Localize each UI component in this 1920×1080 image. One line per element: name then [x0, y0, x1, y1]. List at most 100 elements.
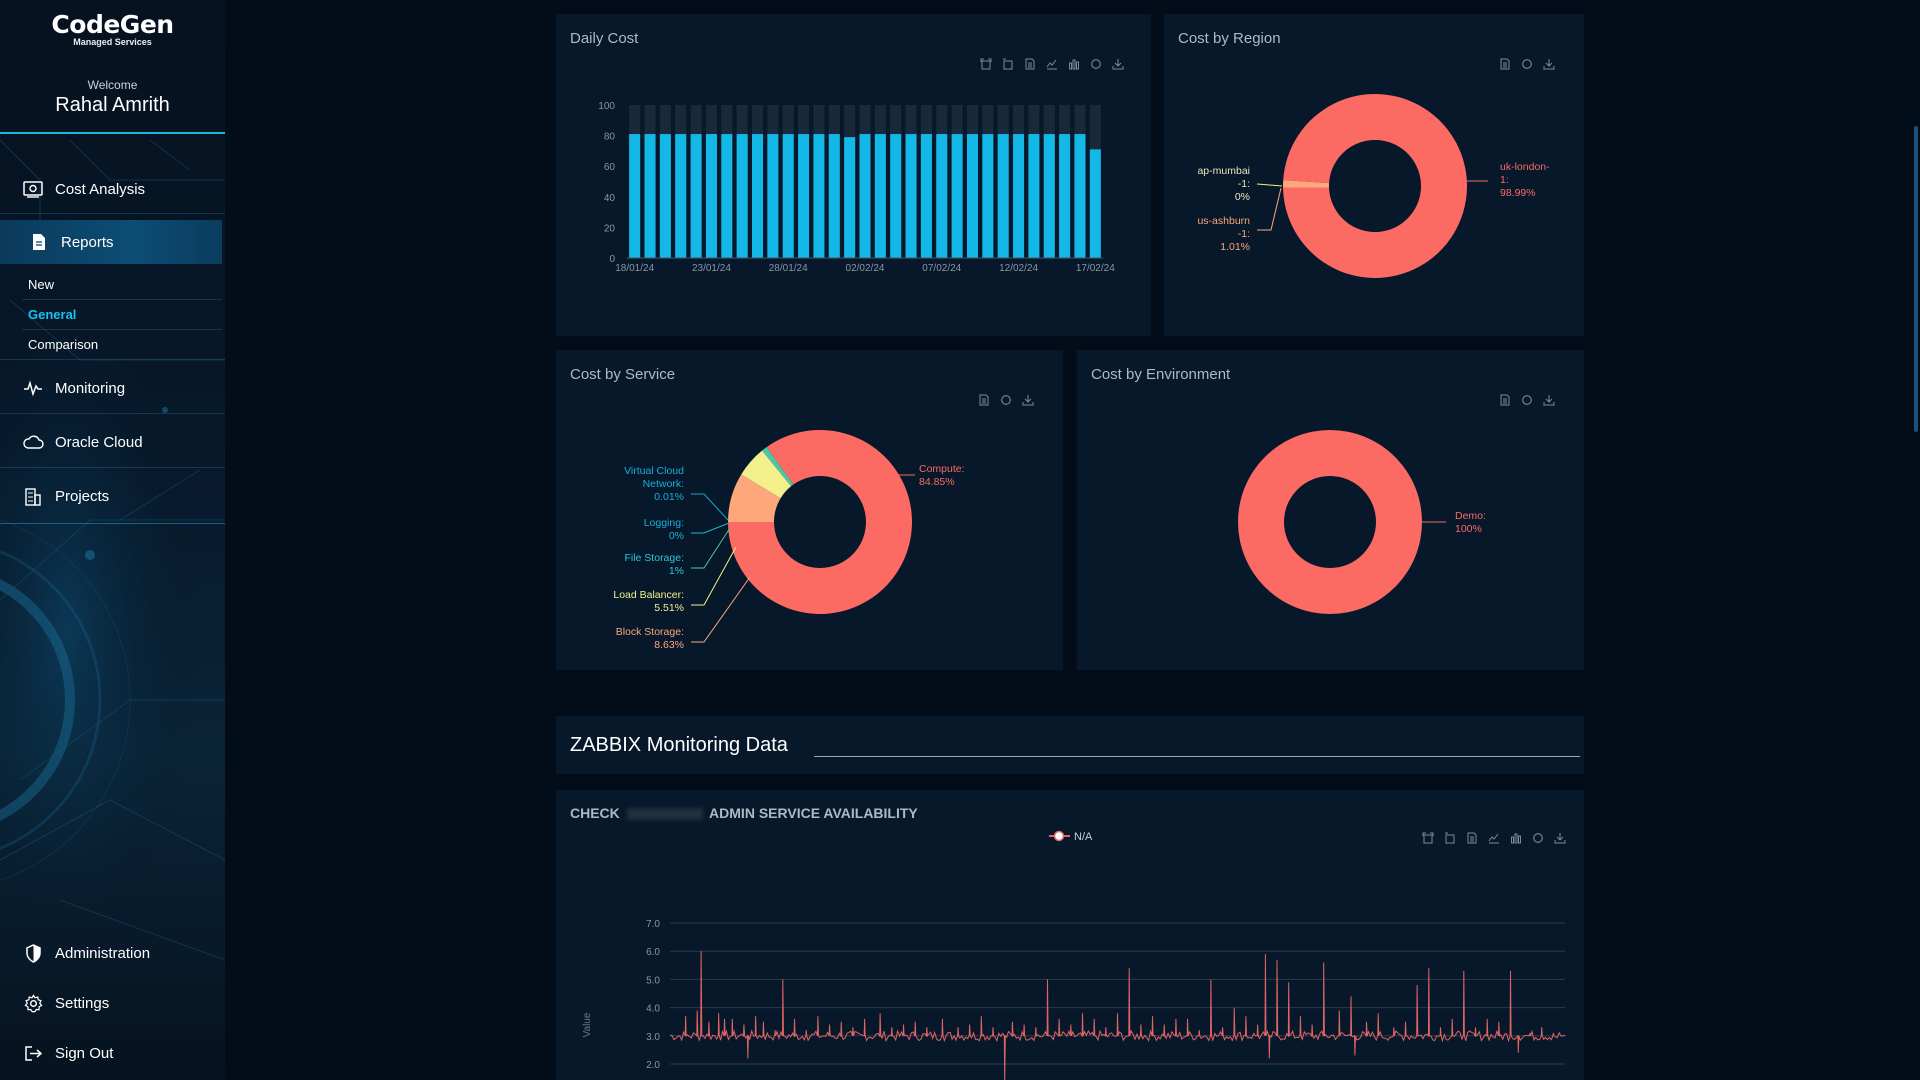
slice-label: 0% — [1235, 191, 1250, 203]
nav-settings-label: Settings — [55, 994, 110, 1012]
cost-by-service-panel: Cost by Service Virtual Cloud Network: 0.0… — [556, 350, 1063, 670]
nav-sign-out[interactable]: Sign Out — [0, 1029, 225, 1077]
sub-item-general[interactable]: General — [28, 306, 77, 322]
data-view-icon[interactable] — [1497, 392, 1512, 407]
cost-by-environment-title: Cost by Environment — [1091, 366, 1231, 383]
slice-label: Block Storage: — [616, 626, 684, 638]
download-icon[interactable] — [1110, 56, 1125, 71]
y-tick-label: 2.0 — [646, 1060, 660, 1071]
bar — [721, 134, 733, 258]
slice-label: 100% — [1455, 523, 1482, 535]
data-view-icon[interactable] — [1022, 56, 1037, 71]
line-chart-icon[interactable] — [1486, 830, 1501, 845]
zoom-reset-icon[interactable] — [1442, 830, 1457, 845]
zoom-icon[interactable] — [978, 56, 993, 71]
sub-divider — [22, 329, 222, 330]
slice-label: 1% — [669, 565, 684, 577]
bar — [644, 134, 656, 258]
bar — [1074, 134, 1086, 258]
pie-slice — [741, 450, 791, 499]
daily-cost-chart: 0 20 40 60 80 100 18/01/24 23/01/24 28/01/24 02/0… — [598, 101, 1115, 274]
y-tick-label: 5.0 — [646, 975, 660, 986]
zabbix-title: ZABBIX Monitoring Data — [570, 734, 788, 756]
slice-label: us-ashburn — [1197, 215, 1250, 227]
x-tick-label: 17/02/24 — [1076, 263, 1115, 274]
y-tick-label: 60 — [604, 162, 616, 173]
nav-divider — [0, 213, 225, 214]
nav-oracle-cloud[interactable]: Oracle Cloud — [0, 418, 225, 466]
nav-reports[interactable]: Reports — [0, 220, 222, 264]
bar — [782, 134, 794, 258]
nav-reports-label: Reports — [61, 233, 114, 251]
nav-divider — [0, 523, 225, 524]
bar — [1059, 134, 1071, 258]
bar — [890, 134, 902, 258]
restore-icon[interactable] — [1088, 56, 1103, 71]
download-icon[interactable] — [1541, 56, 1556, 71]
bar — [951, 134, 963, 258]
sign-out-icon — [22, 1042, 44, 1064]
slice-label: Demo: — [1455, 510, 1486, 522]
data-view-icon[interactable] — [1497, 56, 1512, 71]
label-leader — [691, 493, 729, 521]
bar — [736, 134, 748, 258]
pie-slice — [728, 430, 912, 614]
bar-chart-icon[interactable] — [1508, 830, 1523, 845]
x-tick-label: 07/02/24 — [922, 263, 961, 274]
availability-toolbox — [1420, 830, 1567, 845]
gear-icon — [22, 992, 44, 1014]
slice-label: ap-mumbai — [1197, 165, 1250, 177]
bar — [675, 134, 687, 258]
bar — [997, 134, 1009, 258]
slice-label: 5.51% — [654, 602, 684, 614]
brand-name: CodeGen — [51, 10, 174, 39]
legend-marker — [1053, 830, 1065, 842]
y-tick-label: 3.0 — [646, 1032, 660, 1043]
slice-label: 0% — [669, 530, 684, 542]
page-scrollbar[interactable] — [1914, 126, 1918, 432]
sub-item-comparison[interactable]: Comparison — [28, 336, 99, 352]
cost-by-region-chart: uk-london-1:98.99%ap-mumbai-1:0%us-ashbu… — [1197, 94, 1550, 279]
slice-label: 1: — [1500, 174, 1509, 186]
shield-icon — [22, 942, 44, 964]
sub-item-new[interactable]: New — [28, 276, 55, 292]
restore-icon[interactable] — [1519, 56, 1534, 71]
bar — [859, 134, 871, 258]
availability-title-suffix: ADMIN SERVICE AVAILABILITY — [709, 805, 918, 821]
line-chart-icon[interactable] — [1044, 56, 1059, 71]
nav-settings[interactable]: Settings — [0, 979, 225, 1027]
projects-icon — [22, 485, 44, 507]
nav-monitoring[interactable]: Monitoring — [0, 364, 225, 412]
pie-slice — [766, 447, 794, 485]
availability-title: CHECK ADMIN SERVICE AVAILABILITY — [570, 805, 918, 821]
bar — [1028, 134, 1040, 258]
slice-label: Compute: — [919, 463, 965, 475]
nav-projects[interactable]: Projects — [0, 472, 225, 520]
nav-cost-analysis-label: Cost Analysis — [55, 180, 146, 198]
bar — [1043, 134, 1055, 258]
label-leader — [1256, 183, 1283, 187]
data-view-icon[interactable] — [976, 392, 991, 407]
label-leader — [691, 546, 737, 606]
download-icon[interactable] — [1020, 392, 1035, 407]
restore-icon[interactable] — [1519, 392, 1534, 407]
brand-logo[interactable]: CodeGen Managed Services — [0, 10, 225, 47]
zoom-reset-icon[interactable] — [1000, 56, 1015, 71]
bar — [828, 134, 840, 258]
download-icon[interactable] — [1541, 392, 1556, 407]
bar-chart-icon[interactable] — [1066, 56, 1081, 71]
nav-sign-out-label: Sign Out — [55, 1044, 114, 1062]
availability-panel: CHECK ADMIN SERVICE AVAILABILITY 2.0 3.0 4… — [556, 790, 1584, 1080]
download-icon[interactable] — [1552, 830, 1567, 845]
restore-icon[interactable] — [998, 392, 1013, 407]
zabbix-title-underline — [814, 756, 1580, 757]
data-view-icon[interactable] — [1464, 830, 1479, 845]
label-leader — [691, 527, 731, 569]
bar — [690, 134, 702, 258]
zoom-icon[interactable] — [1420, 830, 1435, 845]
nav-administration[interactable]: Administration — [0, 929, 225, 977]
nav-cost-analysis[interactable]: Cost Analysis — [0, 165, 225, 213]
restore-icon[interactable] — [1530, 830, 1545, 845]
cloud-icon — [22, 431, 44, 453]
label-leader — [691, 576, 751, 643]
